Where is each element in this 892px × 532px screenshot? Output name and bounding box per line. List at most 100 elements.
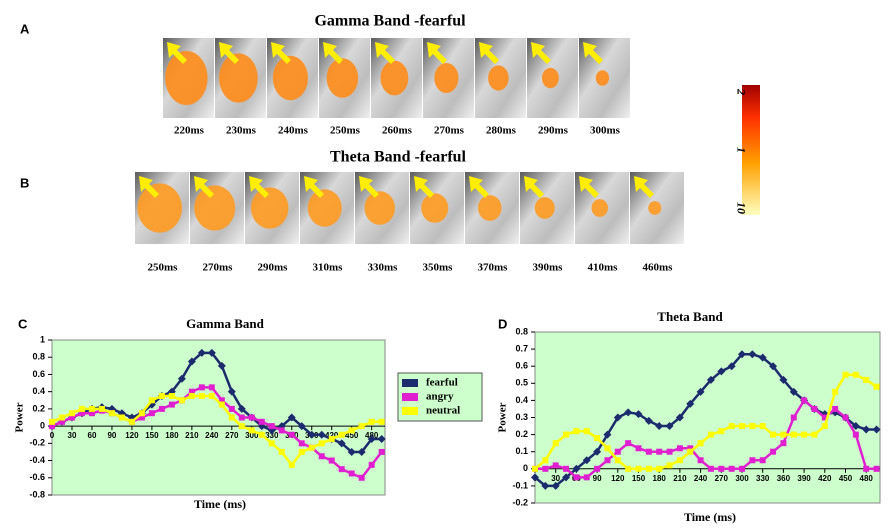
point [348, 470, 355, 477]
activation [219, 53, 258, 103]
x-tick-label: 30 [551, 474, 560, 483]
frame-label: 390ms [533, 262, 564, 274]
point [208, 384, 215, 391]
frame-label: 280ms [486, 125, 517, 137]
point [645, 448, 652, 455]
y-tick-label: 1 [40, 334, 45, 344]
point [358, 474, 365, 481]
point [687, 448, 694, 455]
legend-label: fearful [426, 377, 458, 389]
y-axis-label: Power [497, 402, 509, 432]
y-tick-label: 0.2 [515, 429, 528, 439]
series-line [535, 398, 877, 479]
point [739, 423, 745, 430]
frame-label: 370ms [478, 262, 509, 274]
x-tick-label: 270 [715, 474, 729, 483]
point [656, 465, 663, 472]
y-tick-label: 0.8 [32, 352, 45, 362]
point [675, 413, 684, 422]
y-axis-label: Power [14, 402, 26, 432]
arrow [479, 42, 499, 64]
point [78, 410, 85, 417]
point [68, 414, 75, 421]
point [542, 457, 549, 464]
x-tick-label: 180 [653, 474, 667, 483]
frame-label: 260ms [382, 125, 413, 137]
arrow [359, 176, 379, 198]
point [357, 447, 366, 456]
point [78, 405, 85, 412]
chart-title: Gamma Band [186, 316, 264, 331]
point [582, 456, 591, 465]
colorbar-label: 10 [734, 202, 748, 214]
point [863, 376, 870, 383]
x-tick-label: 90 [107, 431, 116, 440]
point [288, 431, 295, 438]
arrow [249, 176, 269, 198]
frame-label: 220ms [174, 125, 205, 137]
frame-label: 290ms [538, 125, 569, 137]
arrow [531, 42, 551, 64]
frame-label: 250ms [330, 125, 361, 137]
point [696, 387, 705, 396]
x-tick-label: 450 [345, 431, 359, 440]
point [318, 440, 325, 447]
x-axis-label: Time (ms) [194, 497, 246, 511]
point [749, 457, 756, 464]
point [541, 481, 550, 490]
activation [534, 197, 555, 219]
y-tick-label: -0.2 [512, 497, 528, 507]
point [707, 465, 714, 472]
point [832, 388, 839, 395]
arrow [139, 176, 159, 198]
y-tick-label: -0.4 [29, 455, 45, 465]
point [779, 375, 788, 384]
point [706, 375, 715, 384]
point [718, 428, 725, 435]
point [614, 448, 621, 455]
point [532, 465, 538, 472]
point [317, 430, 326, 439]
y-tick-label: 0.6 [515, 361, 528, 371]
point [789, 387, 798, 396]
legend-label: angry [426, 391, 454, 403]
point [218, 401, 225, 408]
panel-title: Theta Band -fearful [330, 149, 467, 166]
point [552, 462, 559, 469]
point [811, 405, 818, 412]
point [198, 384, 205, 391]
point [573, 474, 580, 481]
x-tick-label: 330 [756, 474, 770, 483]
point [593, 447, 602, 456]
point [218, 397, 225, 404]
point [298, 440, 305, 447]
point [227, 387, 236, 396]
point [780, 431, 787, 438]
frame-label: 270ms [203, 262, 234, 274]
x-tick-label: 480 [860, 474, 874, 483]
colorbar-label: 1 [734, 147, 748, 153]
arrow [414, 176, 434, 198]
arrow [219, 42, 239, 64]
point [872, 425, 881, 434]
point [88, 410, 95, 417]
point [851, 422, 860, 431]
arrow [304, 176, 324, 198]
x-tick-label: 30 [68, 431, 77, 440]
x-tick-label: 360 [777, 474, 791, 483]
point [148, 410, 155, 417]
point [728, 423, 735, 430]
point [367, 435, 376, 444]
y-tick-label: -0.6 [29, 472, 45, 482]
point [377, 435, 386, 444]
point [634, 410, 643, 419]
point [739, 465, 745, 472]
y-tick-label: 0.7 [515, 343, 528, 353]
point [594, 435, 601, 442]
point [645, 465, 652, 472]
point [749, 423, 756, 430]
panel-label: D [498, 316, 507, 331]
x-tick-label: 270 [225, 431, 239, 440]
point [378, 448, 385, 455]
point [268, 423, 275, 430]
